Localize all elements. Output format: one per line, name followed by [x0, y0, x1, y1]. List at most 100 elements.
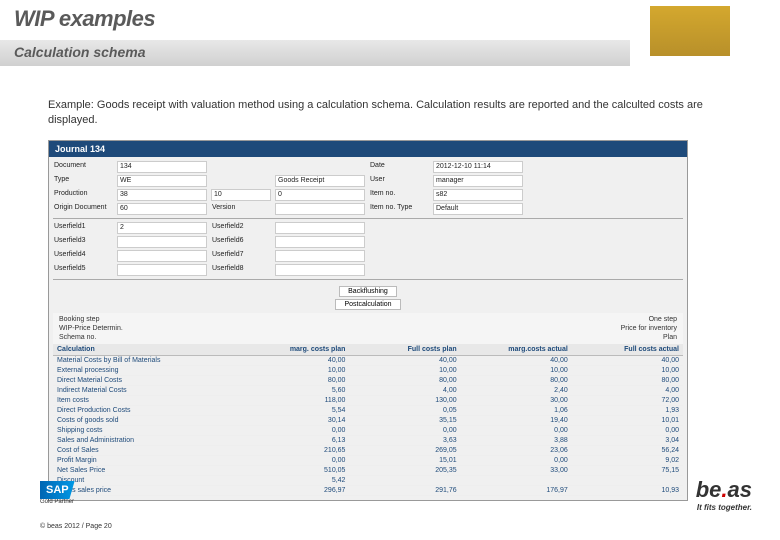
uf8-field[interactable]: [275, 264, 365, 276]
type-field[interactable]: WE: [117, 175, 207, 187]
table-row: Direct Material Costs80,0080,0080,0080,0…: [53, 376, 683, 386]
beas-be: be: [696, 477, 722, 502]
uf7-field[interactable]: [275, 250, 365, 262]
table-cell: 210,65: [238, 446, 349, 456]
calculation-table: Calculationmarg. costs planFull costs pl…: [53, 344, 683, 496]
scheme-value: Plan: [663, 334, 677, 341]
uf5-label: Userfield5: [53, 264, 113, 276]
beas-tagline: It fits together.: [696, 503, 752, 512]
table-cell: 9,02: [572, 456, 683, 466]
table-header: Calculation: [53, 344, 238, 356]
table-cell: 296,97: [238, 486, 349, 496]
copyright: © beas 2012 / Page 20: [40, 523, 112, 530]
table-cell: 80,00: [572, 376, 683, 386]
table-cell: 80,00: [238, 376, 349, 386]
table-cell: Item costs: [53, 396, 238, 406]
user-field[interactable]: manager: [433, 175, 523, 187]
table-cell: 5,54: [238, 406, 349, 416]
itemno-field[interactable]: s82: [433, 189, 523, 201]
uf6-field[interactable]: [275, 236, 365, 248]
uf5-field[interactable]: [117, 264, 207, 276]
table-cell: 40,00: [461, 356, 572, 366]
sap-gold-label: Gold Partner: [40, 499, 90, 505]
table-cell: Profit Margin: [53, 456, 238, 466]
table-cell: 80,00: [461, 376, 572, 386]
title-main: WIP examples: [14, 6, 155, 32]
itemtype-field[interactable]: Default: [433, 203, 523, 215]
table-header: marg. costs plan: [238, 344, 349, 356]
sap-badge: SAP: [40, 481, 75, 499]
price-value: Price for inventory: [621, 325, 677, 332]
table-cell: Costs of goods sold: [53, 416, 238, 426]
production-field[interactable]: 38: [117, 189, 207, 201]
table-cell: [461, 476, 572, 486]
calc-section: Booking step One step WIP-Price Determin…: [53, 313, 683, 344]
type2-field[interactable]: Goods Receipt: [275, 175, 365, 187]
sap-logo: SAP Gold Partner: [40, 480, 90, 510]
table-cell: 15,01: [349, 456, 460, 466]
backflushing-button[interactable]: Backflushing: [339, 286, 397, 297]
table-cell: Material Costs by Bill of Materials: [53, 356, 238, 366]
table-row: Profit Margin0,0015,010,009,02: [53, 456, 683, 466]
table-cell: 3,04: [572, 436, 683, 446]
table-cell: 0,05: [349, 406, 460, 416]
form-divider-2: [53, 279, 683, 280]
userfields-grid: Userfield1 2 Userfield2 Userfield3 Userf…: [53, 222, 683, 276]
uf1-label: Userfield1: [53, 222, 113, 234]
table-row: Gross sales price296,97291,76176,9710,93: [53, 486, 683, 496]
table-row: Net Sales Price510,05205,3533,0075,15: [53, 466, 683, 476]
table-cell: 269,05: [349, 446, 460, 456]
uf2-label: Userfield2: [211, 222, 271, 234]
uf7-label: Userfield7: [211, 250, 271, 262]
table-cell: 0,00: [572, 426, 683, 436]
postcalc-button[interactable]: Postcalculation: [335, 299, 400, 310]
uf3-label: Userfield3: [53, 236, 113, 248]
table-cell: 0,00: [461, 426, 572, 436]
table-row: Item costs118,00130,0030,0072,00: [53, 396, 683, 406]
uf1-field[interactable]: 2: [117, 222, 207, 234]
table-cell: 3,88: [461, 436, 572, 446]
uf4-field[interactable]: [117, 250, 207, 262]
table-cell: 1,06: [461, 406, 572, 416]
itemno-label: Item no.: [369, 189, 429, 201]
uf2-field[interactable]: [275, 222, 365, 234]
table-cell: 291,76: [349, 486, 460, 496]
table-cell: 10,00: [349, 366, 460, 376]
type-label: Type: [53, 175, 113, 187]
orig-field[interactable]: 60: [117, 203, 207, 215]
table-cell: 10,93: [572, 486, 683, 496]
table-cell: 510,05: [238, 466, 349, 476]
form-divider: [53, 218, 683, 219]
journal-title: Journal 134: [49, 141, 687, 157]
document-field[interactable]: 134: [117, 161, 207, 173]
table-cell: 10,00: [238, 366, 349, 376]
table-cell: 205,35: [349, 466, 460, 476]
vers-field[interactable]: [275, 203, 365, 215]
table-cell: 2,40: [461, 386, 572, 396]
table-cell: 0,00: [238, 426, 349, 436]
prod3-field[interactable]: 0: [275, 189, 365, 201]
booking-label: Booking step: [59, 316, 99, 323]
table-cell: [572, 476, 683, 486]
production-label: Production: [53, 189, 113, 201]
date-field[interactable]: 2012-12-10 11:14: [433, 161, 523, 173]
table-row: Material Costs by Bill of Materials 40,00…: [53, 356, 683, 366]
table-row: Costs of goods sold30,1435,1519,4010,01: [53, 416, 683, 426]
date-label: Date: [369, 161, 429, 173]
uf8-label: Userfield8: [211, 264, 271, 276]
table-cell: 19,40: [461, 416, 572, 426]
table-cell: 4,00: [572, 386, 683, 396]
table-header: Full costs actual: [572, 344, 683, 356]
price-label: WIP-Price Determin.: [59, 325, 123, 332]
table-cell: 5,42: [238, 476, 349, 486]
table-cell: External processing: [53, 366, 238, 376]
user-label: User: [369, 175, 429, 187]
table-cell: Cost of Sales: [53, 446, 238, 456]
table-cell: 10,01: [572, 416, 683, 426]
table-row: Shipping costs0,000,000,000,00: [53, 426, 683, 436]
uf3-field[interactable]: [117, 236, 207, 248]
table-cell: 75,15: [572, 466, 683, 476]
prod2-field[interactable]: 10: [211, 189, 271, 201]
table-cell: 23,06: [461, 446, 572, 456]
form-area: Document 134 Date 2012-12-10 11:14 Type …: [49, 157, 687, 500]
